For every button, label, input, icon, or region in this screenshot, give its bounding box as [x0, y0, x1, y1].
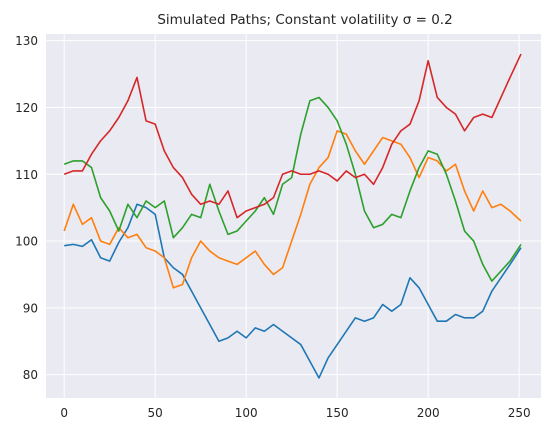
- y-tick-label: 100: [15, 235, 38, 249]
- x-tick-label: 200: [417, 406, 440, 420]
- series-group: [63, 53, 522, 379]
- y-tick-label: 110: [15, 168, 38, 182]
- y-tick-label: 120: [15, 101, 38, 115]
- y-tick-label: 130: [15, 34, 38, 48]
- x-tick-label: 150: [326, 406, 349, 420]
- x-tick-label: 0: [60, 406, 68, 420]
- y-tick-label: 80: [23, 368, 38, 382]
- series-line-3: [63, 96, 522, 282]
- x-tick-label: 50: [148, 406, 163, 420]
- y-tick-label: 90: [23, 301, 38, 315]
- series-line-1: [64, 203, 522, 379]
- x-tick-label: 100: [235, 406, 258, 420]
- series-line-4: [63, 53, 522, 219]
- plot-area: [46, 34, 541, 398]
- axis-ticks: 0 50 100 150 200 250 80 90 100 110 120 130: [15, 34, 531, 420]
- x-tick-label: 250: [508, 406, 531, 420]
- chart-title: Simulated Paths; Constant volatility σ =…: [157, 12, 452, 28]
